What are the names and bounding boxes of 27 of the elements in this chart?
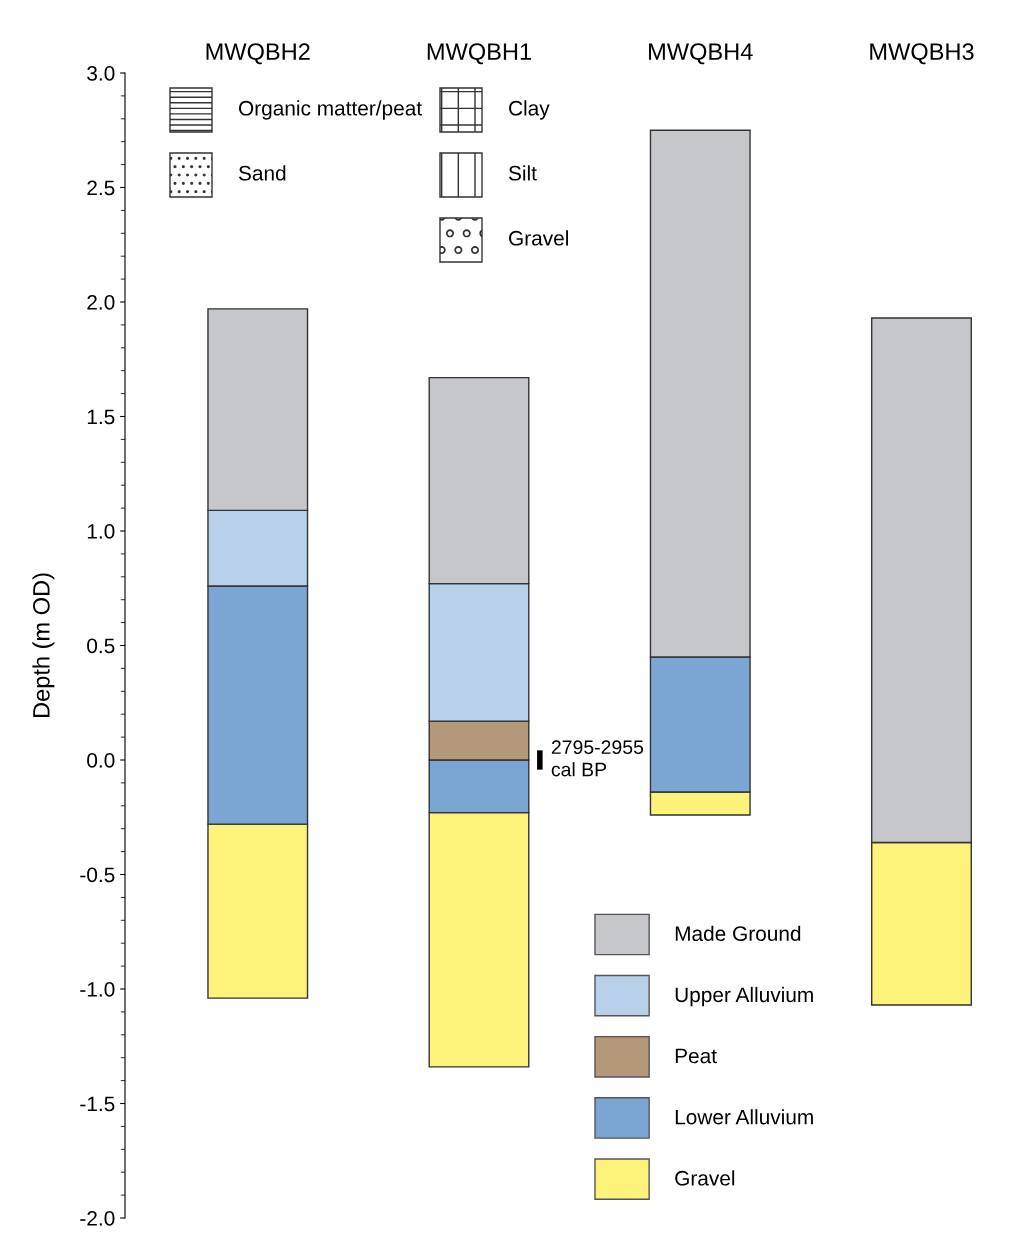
y-tick-label: -1.5 [80, 1096, 115, 1112]
annotation: 2795-2955 cal BP [551, 740, 644, 777]
y-tick-label: 1.5 [87, 409, 115, 425]
legend-label: Gravel [675, 1170, 735, 1186]
x-tick-label: MWQBH3 [870, 43, 974, 65]
y-tick-label: -2.0 [80, 1211, 115, 1226]
x-tick-label: MWQBH1 [427, 43, 531, 65]
y-tick-label: 2.5 [87, 180, 115, 196]
annotation: Gravel [509, 230, 568, 246]
legend-label: Made Ground [675, 925, 801, 942]
y-tick-label: 0.0 [87, 753, 115, 768]
x-tick-label: MWQBH2 [206, 43, 310, 65]
y-tick-label: -1.0 [80, 982, 115, 997]
y-tick-label: 3.0 [87, 66, 115, 81]
x-tick-label: MWQBH4 [649, 43, 753, 65]
annotation: Clay [509, 100, 550, 120]
legend-label: Lower Alluvium [675, 1109, 813, 1125]
y-tick-label: 2.0 [87, 295, 115, 310]
annotation: Sand [238, 165, 286, 181]
y-axis-title: Depth (m OD) [32, 573, 55, 718]
annotation: Organic matter/peat [238, 100, 422, 120]
y-tick-label: 0.5 [87, 638, 115, 654]
annotation: Silt [508, 165, 537, 181]
y-tick-label: -0.5 [80, 867, 115, 883]
legend-label: Peat [675, 1048, 717, 1064]
y-tick-label: 1.0 [87, 524, 115, 539]
legend-label: Upper Alluvium [675, 986, 813, 1007]
